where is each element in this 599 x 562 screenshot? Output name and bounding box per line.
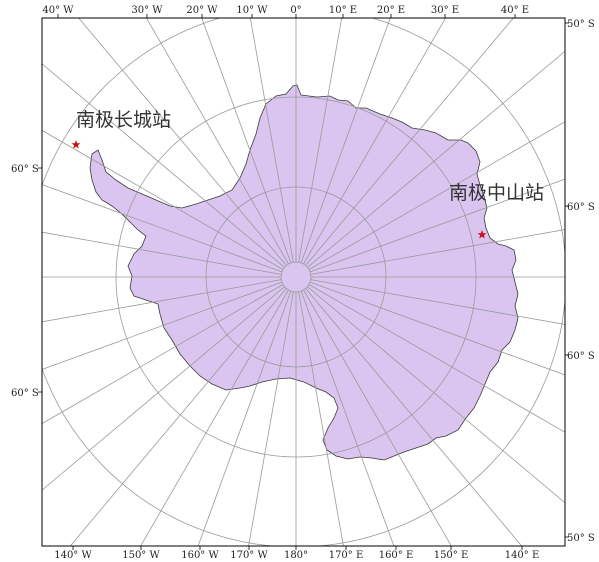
- star-icon: [71, 140, 81, 149]
- meridian-line: [197, 290, 292, 546]
- top-longitude-labels: 40° W 30° W 20° W 10° W 0° 10° E 20° E 3…: [42, 5, 529, 16]
- meridian-line: [78, 18, 287, 266]
- meridian-line: [298, 18, 343, 263]
- lat-label-left: 60° S: [11, 164, 39, 175]
- lon-label-top: 20° W: [186, 5, 218, 16]
- lon-label-bottom: 160° E: [379, 550, 414, 561]
- lat-label-right: 50° S: [567, 533, 595, 544]
- meridian-line: [310, 229, 565, 275]
- frame-ticks: [38, 14, 569, 550]
- lon-label-top: 30° E: [431, 5, 459, 16]
- lat-label-right: 60° S: [567, 351, 595, 362]
- lon-label-top: 20° E: [377, 5, 405, 16]
- meridian-line: [307, 286, 565, 504]
- meridian-line: [309, 178, 565, 273]
- lon-label-top: 40° E: [501, 5, 529, 16]
- meridian-line: [42, 279, 282, 323]
- antarctica-landmass: [89, 84, 519, 461]
- lon-label-bottom: 160° W: [181, 550, 219, 561]
- meridian-line: [300, 18, 391, 264]
- meridian-line: [307, 50, 565, 268]
- meridian-line: [42, 286, 285, 491]
- lon-label-top: 0°: [290, 5, 301, 16]
- lon-label-bottom: 150° E: [434, 550, 469, 561]
- left-latitude-labels: 60° S 60° S: [11, 164, 39, 399]
- lon-label-top: 10° E: [329, 5, 357, 16]
- lon-label-bottom: 170° W: [230, 550, 268, 561]
- lon-label-top: 10° W: [236, 5, 268, 16]
- meridian-line: [309, 281, 565, 376]
- meridian-line: [42, 281, 283, 370]
- lon-label-bottom: 170° E: [329, 550, 364, 561]
- meridian-line: [42, 231, 282, 275]
- lon-label-bottom: 180°: [284, 550, 308, 561]
- meridian-line: [201, 18, 292, 264]
- lon-label-bottom: 140° E: [505, 550, 540, 561]
- station-label: 南极中山站: [449, 182, 544, 204]
- lat-label-left: 60° S: [11, 388, 39, 399]
- bottom-longitude-labels: 140° W 150° W 160° W 170° W 180° 170° E …: [54, 550, 539, 561]
- meridian-line: [69, 288, 287, 546]
- meridian-line: [249, 18, 294, 263]
- meridian-line: [303, 18, 446, 265]
- meridian-line: [305, 288, 523, 546]
- meridian-line: [248, 291, 294, 546]
- station-label: 南极长城站: [76, 109, 171, 131]
- meridian-line: [300, 290, 395, 546]
- meridian-line: [308, 284, 565, 433]
- station-great-wall[interactable]: 南极长城站: [71, 109, 172, 149]
- meridian-line: [42, 129, 284, 270]
- meridian-line: [42, 184, 283, 273]
- meridian-line: [310, 279, 565, 325]
- lat-label-right: 60° S: [567, 202, 595, 213]
- meridian-line: [146, 18, 289, 265]
- lon-label-bottom: 140° W: [54, 550, 92, 561]
- star-icon: [477, 230, 487, 239]
- station-zhongshan[interactable]: 南极中山站: [449, 182, 544, 239]
- meridian-line: [305, 18, 514, 266]
- meridian-line: [42, 284, 284, 425]
- lon-label-bottom: 150° W: [122, 550, 160, 561]
- right-latitude-labels: 50° S 60° S 60° S 50° S: [567, 19, 595, 544]
- meridian-line: [140, 289, 289, 546]
- lat-label-right: 50° S: [567, 19, 595, 30]
- meridian-line: [303, 289, 452, 546]
- meridian-line: [298, 291, 344, 546]
- map-frame: [41, 17, 566, 547]
- meridian-line: [42, 63, 285, 268]
- meridian-line: [308, 121, 565, 270]
- lon-label-top: 40° W: [42, 5, 74, 16]
- lon-label-top: 30° W: [131, 5, 163, 16]
